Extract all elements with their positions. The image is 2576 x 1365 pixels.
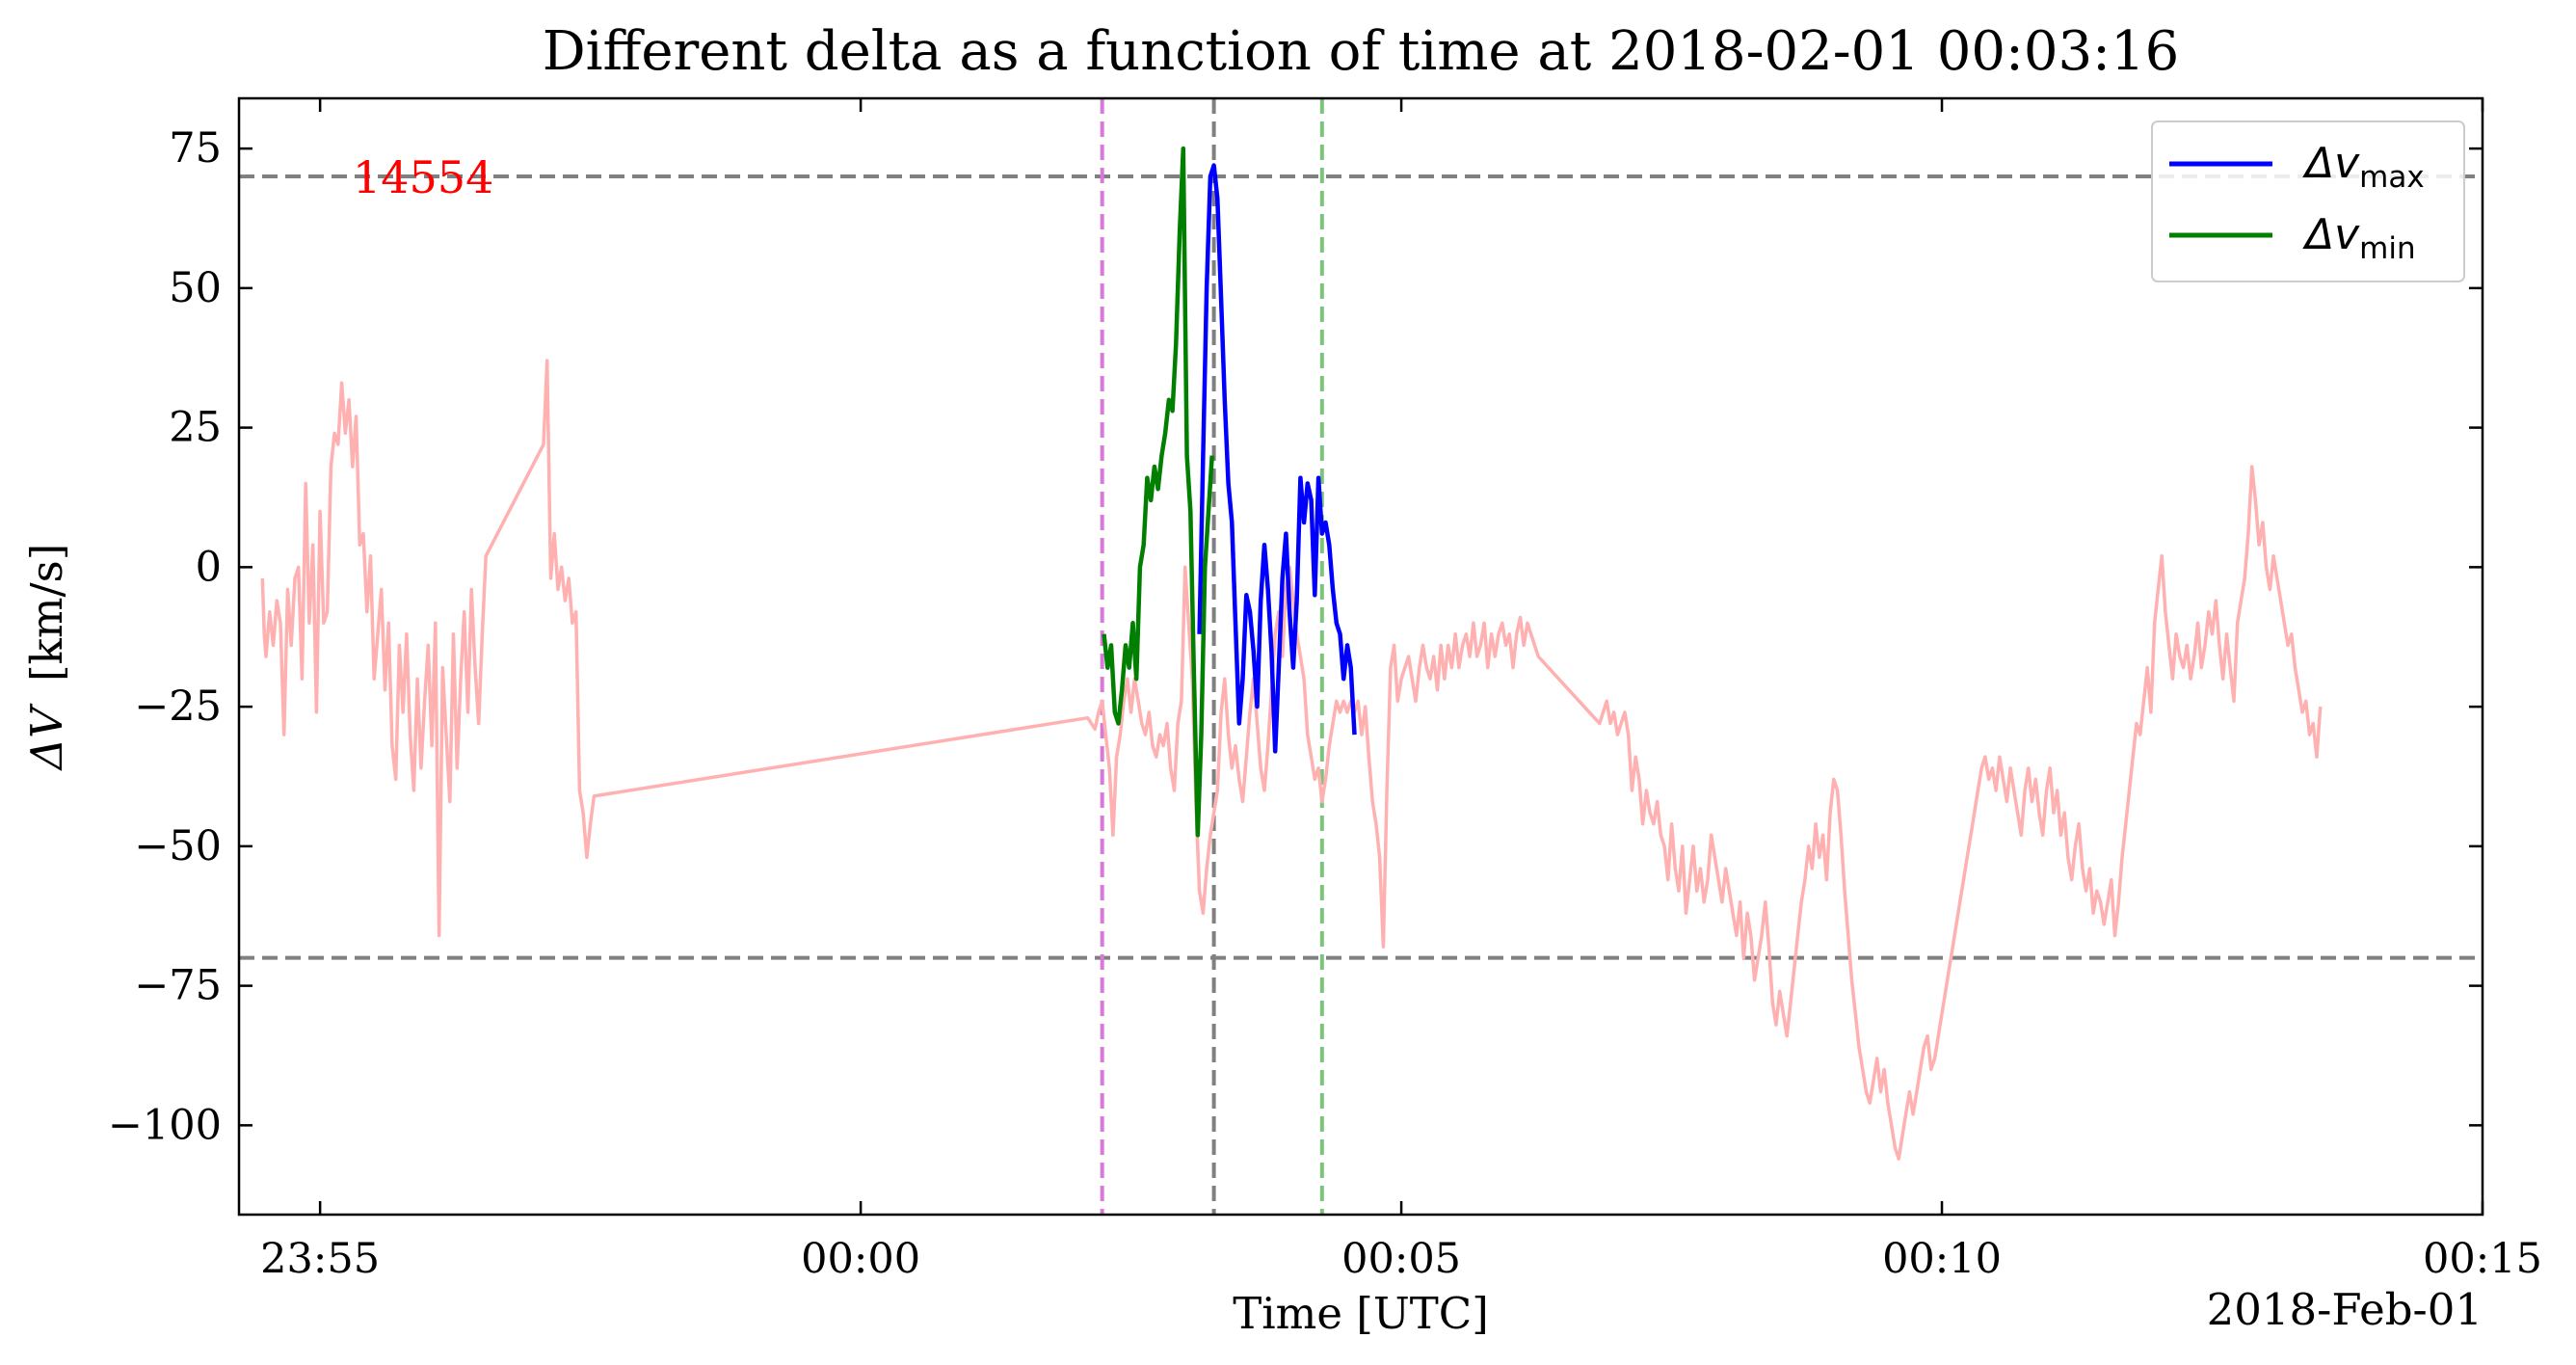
date-label: 2018-Feb-01 [2207, 1284, 2483, 1335]
x-tick-label-0: 23:55 [260, 1235, 380, 1283]
legend-label-min-sub: min [2359, 231, 2415, 266]
reference-lines [239, 98, 2483, 1215]
legend: Δvmax Δvmin [2151, 120, 2465, 282]
legend-label-min-symbol: Δv [2302, 210, 2360, 259]
x-tick-label-2: 00:05 [1341, 1235, 1461, 1283]
x-axis-label: Time [UTC] [1233, 1288, 1489, 1339]
annotation-label: 14554 [353, 151, 493, 203]
series-line-0 [260, 359, 2323, 1161]
series-layer [260, 146, 2323, 1161]
y-tick-label-6: −75 [134, 962, 222, 1010]
y-axis-label: ΔV [km/s] [21, 544, 72, 772]
series-line-2 [1102, 146, 1214, 838]
y-tick-label-7: −100 [108, 1101, 222, 1149]
x-tick-label-3: 00:10 [1882, 1235, 2002, 1283]
axis-ticks: 23:55 00:00 00:05 00:10 00:15 75 50 25 0 −25 −50 −7… [108, 98, 2542, 1283]
x-tick-label-4: 00:15 [2423, 1235, 2542, 1283]
y-tick-label-1: 50 [169, 264, 222, 312]
y-tick-label-4: −25 [134, 682, 222, 731]
y-tick-label-5: −50 [134, 822, 222, 870]
svg-text:ΔV [km/s]: ΔV [km/s] [21, 544, 72, 772]
series-line-1 [1197, 163, 1357, 754]
legend-label-min: Δvmin [2302, 210, 2416, 266]
x-tick-label-1: 00:00 [801, 1235, 920, 1283]
y-axis-label-unit: [km/s] [21, 544, 72, 682]
y-tick-label-0: 75 [169, 124, 222, 173]
legend-label-max-symbol: Δv [2302, 139, 2360, 188]
plot-frame [237, 96, 2484, 1217]
chart-title: Different delta as a function of time at… [543, 20, 2180, 83]
y-axis-label-symbol: ΔV [21, 703, 72, 771]
y-tick-label-2: 25 [169, 404, 222, 452]
y-tick-label-3: 0 [196, 543, 222, 591]
legend-label-max-sub: max [2359, 160, 2425, 195]
legend-label-max: Δvmax [2302, 139, 2425, 195]
